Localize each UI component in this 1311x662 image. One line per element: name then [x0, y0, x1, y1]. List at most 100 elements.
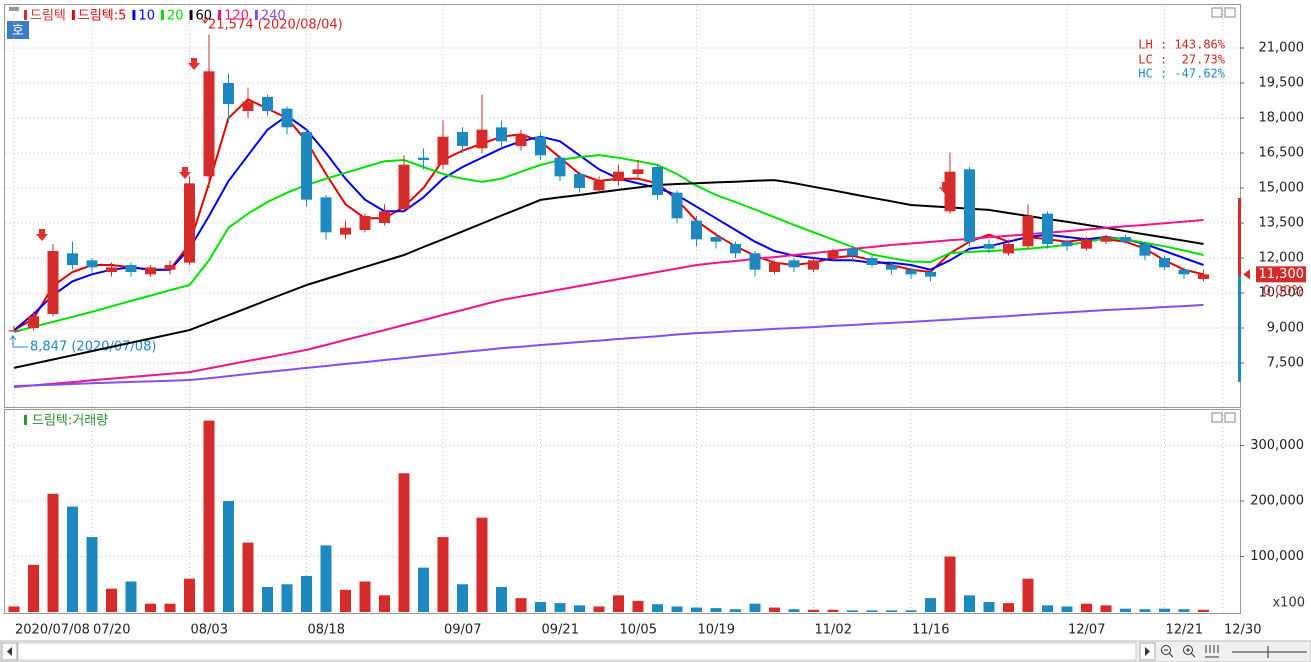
zoom-icons[interactable] — [1161, 645, 1308, 658]
candle-body — [496, 127, 507, 142]
range-bar — [1238, 198, 1241, 276]
scroll-thumb[interactable] — [17, 642, 1137, 661]
annotation: 21,574 (2020/08/04) — [208, 18, 343, 33]
volume-bar — [418, 567, 429, 612]
legend-marker — [24, 415, 27, 425]
volume-bar — [145, 603, 156, 612]
candle-body — [769, 262, 780, 272]
legend-marker — [189, 10, 193, 20]
volume-bar — [866, 610, 878, 612]
volume-bar — [262, 587, 273, 612]
pane-button[interactable] — [1211, 7, 1223, 18]
ma-line — [13, 219, 1204, 388]
volume-bar — [184, 578, 195, 612]
candle-body — [808, 260, 819, 270]
y-tick-label: 10,500 — [1259, 286, 1305, 301]
candle-body — [1061, 241, 1073, 247]
pane-button[interactable] — [1211, 412, 1223, 423]
volume-bar — [223, 501, 234, 612]
candle-body — [983, 244, 995, 249]
legend-marker — [254, 10, 258, 20]
volume-bar — [437, 537, 449, 612]
y-tick-label: 7,500 — [1267, 356, 1304, 371]
legend-label: 10 — [138, 9, 155, 24]
volume-bar — [749, 603, 761, 612]
volume-bar — [457, 584, 468, 612]
button-box[interactable] — [7, 21, 29, 39]
y-tick-label: 100,000 — [1250, 549, 1304, 564]
candle-body — [145, 267, 156, 275]
candle-body — [671, 192, 683, 219]
volume-bar — [28, 564, 39, 612]
y-tick-label: 300,000 — [1250, 438, 1304, 453]
pane-button[interactable] — [1224, 7, 1236, 18]
candle-body — [203, 71, 215, 177]
x-tick-label: 09/21 — [542, 623, 579, 638]
volume-bar — [476, 517, 488, 612]
zoom-out[interactable] — [1161, 645, 1171, 655]
pane-icon — [9, 7, 19, 11]
volume-bar — [1159, 608, 1170, 612]
candle-body — [476, 129, 488, 149]
volume-bar — [613, 595, 624, 612]
candle-body — [418, 157, 429, 160]
candle-body — [1159, 258, 1170, 268]
volume-bar — [515, 598, 527, 612]
volume-bar — [652, 604, 663, 612]
x-tick-label: 09/07 — [444, 623, 481, 638]
x-tick-label: 11/16 — [912, 623, 949, 638]
candle-body — [1081, 239, 1092, 249]
volume-bar — [925, 598, 936, 612]
y-tick-label: 21,000 — [1259, 41, 1305, 56]
x-tick-label: 08/18 — [308, 623, 345, 638]
y-tick-label: 18,000 — [1259, 111, 1305, 126]
candle-body — [632, 169, 644, 174]
volume-bar — [671, 606, 683, 612]
button-label[interactable]: 호 — [12, 24, 24, 39]
legend-label: 120 — [224, 9, 249, 24]
candle-body — [827, 251, 839, 258]
volume-bar — [535, 602, 546, 612]
candle-body — [86, 260, 98, 268]
volume-pane — [4, 409, 1241, 614]
candle-body — [944, 171, 956, 212]
last-price-label: 11,300 — [1259, 267, 1305, 282]
candle-body — [47, 251, 59, 314]
zoom-in[interactable] — [1183, 645, 1193, 655]
volume-bar — [320, 545, 332, 612]
candle-body — [106, 267, 117, 272]
stat: HC : -47.62% — [1138, 67, 1225, 81]
volume-bar — [574, 605, 585, 612]
candle-body — [788, 260, 800, 268]
legend-label: 드림텍 — [30, 9, 66, 24]
volume-bar — [1042, 605, 1053, 612]
candle-body — [1198, 274, 1209, 279]
pane-button[interactable] — [1224, 412, 1236, 423]
price-pointer — [1243, 269, 1250, 280]
x-tick-label: 11/02 — [815, 623, 852, 638]
candle-body — [1178, 269, 1190, 275]
volume-bar — [1022, 578, 1034, 612]
candle-body — [457, 132, 468, 146]
volume-bar — [808, 609, 819, 612]
candle-body — [866, 258, 878, 265]
volume-bar — [67, 506, 78, 612]
volume-bar — [1139, 609, 1151, 612]
candle-body — [359, 216, 371, 230]
volume-bar — [164, 603, 176, 612]
candle-body — [1100, 237, 1112, 242]
volume-bar — [1198, 609, 1209, 612]
candle-body — [398, 164, 410, 209]
candle-body — [964, 169, 975, 242]
legend: 드림텍 드림텍:5 10 20 60 120 240 — [24, 9, 286, 24]
candle-body — [593, 181, 605, 191]
candle-body — [730, 244, 741, 254]
volume-bar — [1100, 605, 1112, 612]
volume-bar — [496, 587, 507, 612]
volume-bar — [964, 595, 975, 612]
volume-bar — [632, 600, 644, 612]
candle-body — [1003, 244, 1014, 254]
volume-bar — [827, 609, 839, 612]
